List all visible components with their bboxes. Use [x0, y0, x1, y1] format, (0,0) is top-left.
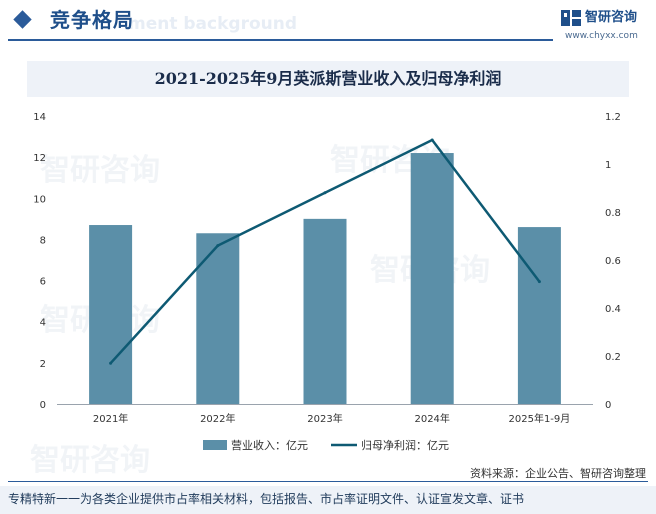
y-left-tick-label: 6	[40, 277, 46, 288]
line-point	[323, 191, 327, 195]
line-point	[216, 244, 220, 248]
y-right-tick-label: 0.2	[605, 352, 621, 363]
x-tick-label: 2025年1-9月	[509, 412, 571, 425]
y-right-tick-label: 1	[605, 160, 611, 171]
brand-url: www.chyxx.com	[565, 31, 638, 41]
header-ghost-text: ment background	[128, 14, 298, 34]
x-tick-label: 2023年	[307, 412, 342, 425]
y-left-tick-label: 4	[40, 318, 46, 329]
x-tick-label: 2021年	[93, 412, 128, 425]
brand-name: 智研咨询	[585, 10, 638, 25]
y-left-tick-label: 8	[40, 235, 46, 246]
header-rule	[8, 39, 553, 41]
header: ment background 竞争格局 智研咨询 www.chyxx.com	[0, 0, 656, 44]
x-tick-label: 2024年	[414, 412, 449, 425]
brand-logo-icon	[561, 10, 581, 26]
y-right-tick-label: 0.6	[605, 256, 621, 267]
chart: 0 2 4 6 8 10 12 14 0 0.2 0.4 0.6 0.8 1 1.2 2021年 2022年…	[33, 112, 621, 452]
y-right-tick-label: 0.4	[605, 304, 621, 315]
diamond-icon	[13, 10, 32, 29]
bar	[196, 233, 240, 404]
y-left-tick-label: 10	[33, 194, 46, 205]
header-title: 竞争格局	[50, 8, 134, 32]
bar	[303, 218, 347, 404]
source-note: 资料来源：企业公告、智研咨询整理	[470, 467, 646, 480]
footer-text: 专精特新一一为各类企业提供市占率相关材料，包括报告、市占率证明文件、认证宣发文章…	[8, 492, 525, 506]
line-point	[109, 361, 113, 365]
footer-rule	[8, 481, 648, 482]
line-point	[537, 280, 541, 284]
y-left-tick-label: 14	[33, 112, 46, 123]
y-left-tick-label: 12	[33, 153, 46, 164]
x-axis: 2021年 2022年 2023年 2024年 2025年1-9月	[57, 404, 593, 425]
y-right-tick-label: 1.2	[605, 112, 621, 123]
chart-title-band: 2021-2025年9月英派斯营业收入及归母净利润	[27, 61, 629, 97]
y-left-tick-label: 2	[40, 359, 46, 370]
y-right-tick-label: 0	[605, 400, 611, 411]
legend-swatch-bar	[203, 440, 227, 450]
bar-series	[89, 153, 561, 404]
brand: 智研咨询 www.chyxx.com	[561, 9, 651, 43]
bar	[89, 225, 133, 404]
legend: 营业收入：亿元 归母净利润：亿元	[203, 438, 449, 452]
footer-band: 专精特新一一为各类企业提供市占率相关材料，包括报告、市占率证明文件、认证宣发文章…	[0, 486, 656, 514]
y-left-tick-label: 0	[40, 400, 46, 411]
x-tick-label: 2022年	[200, 412, 235, 425]
line-series	[109, 138, 541, 365]
y-axis-left: 0 2 4 6 8 10 12 14	[33, 112, 46, 411]
y-axis-right: 0 0.2 0.4 0.6 0.8 1 1.2	[605, 112, 621, 411]
bar	[517, 227, 561, 404]
line-point	[430, 138, 434, 142]
bar	[410, 153, 454, 404]
chart-title: 2021-2025年9月英派斯营业收入及归母净利润	[154, 69, 502, 88]
legend-label-profit: 归母净利润：亿元	[361, 438, 449, 452]
y-right-tick-label: 0.8	[605, 208, 621, 219]
legend-label-revenue: 营业收入：亿元	[231, 438, 308, 452]
